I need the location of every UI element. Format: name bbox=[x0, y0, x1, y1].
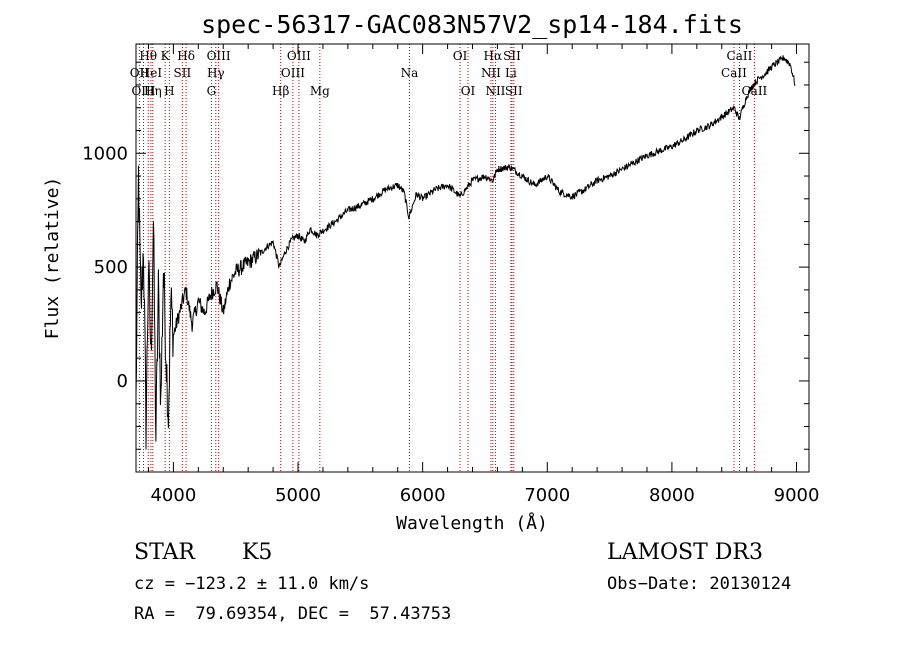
line-label: Mg bbox=[310, 84, 330, 98]
line-label: OIII bbox=[131, 84, 155, 98]
line-label: Li bbox=[505, 66, 517, 80]
spectrum-layer bbox=[135, 55, 796, 450]
line-label: OIII bbox=[287, 49, 311, 63]
line-label: Hγ bbox=[207, 66, 225, 80]
line-label: NII bbox=[481, 66, 501, 80]
survey-name: LAMOST DR3 bbox=[607, 540, 763, 565]
observation-date: Obs−Date: 20130124 bbox=[607, 574, 792, 594]
x-tick-label: 4000 bbox=[150, 485, 196, 506]
y-axis-ticks: 0 500 1000 bbox=[82, 61, 809, 473]
x-axis-ticks: 4000 5000 6000 7000 8000 9000 bbox=[147, 44, 820, 506]
y-tick-label: 500 bbox=[94, 257, 128, 278]
line-label: G bbox=[207, 84, 217, 98]
spectral-line-markers bbox=[138, 44, 755, 472]
x-tick-label: 9000 bbox=[774, 485, 820, 506]
line-label: OII bbox=[130, 66, 150, 80]
line-label: CaII bbox=[741, 84, 767, 98]
line-label: H bbox=[164, 84, 174, 98]
line-label: CaII bbox=[727, 49, 753, 63]
object-class: STAR bbox=[134, 540, 195, 565]
line-label: CaII bbox=[721, 66, 747, 80]
line-label: SII bbox=[174, 66, 192, 80]
object-subclass: K5 bbox=[242, 540, 273, 565]
line-label: OI bbox=[461, 84, 476, 98]
line-label: Hθ bbox=[139, 49, 157, 63]
x-tick-label: 8000 bbox=[649, 485, 695, 506]
coordinates: RA = 79.69354, DEC = 57.43753 bbox=[134, 604, 452, 624]
line-label: Hδ bbox=[177, 49, 195, 63]
line-label: NII bbox=[485, 84, 505, 98]
line-label: Hη bbox=[144, 84, 162, 98]
x-axis-label: Wavelength (Å) bbox=[396, 512, 548, 534]
line-label: K bbox=[161, 49, 171, 63]
line-label: OIII bbox=[281, 66, 305, 80]
line-label: SII bbox=[503, 49, 521, 63]
line-label: OIII bbox=[207, 49, 231, 63]
redshift-velocity: cz = −123.2 ± 11.0 km/s bbox=[134, 574, 370, 594]
line-label: SII bbox=[505, 84, 523, 98]
y-axis-label: Flux (relative) bbox=[42, 177, 63, 340]
x-tick-label: 6000 bbox=[400, 485, 446, 506]
line-label: OI bbox=[453, 49, 468, 63]
y-tick-label: 1000 bbox=[82, 143, 128, 164]
plot-frame bbox=[135, 43, 810, 473]
x-tick-label: 7000 bbox=[524, 485, 570, 506]
spectrum-line bbox=[135, 55, 796, 450]
chart-title: spec-56317-GAC083N57V2_sp14-184.fits bbox=[201, 10, 743, 39]
line-label: Na bbox=[401, 66, 419, 80]
x-tick-label: 5000 bbox=[275, 485, 321, 506]
line-label: Hα bbox=[484, 49, 503, 63]
y-tick-label: 0 bbox=[117, 371, 128, 392]
line-label: Hβ bbox=[272, 84, 289, 98]
line-label: HeI bbox=[140, 66, 163, 80]
